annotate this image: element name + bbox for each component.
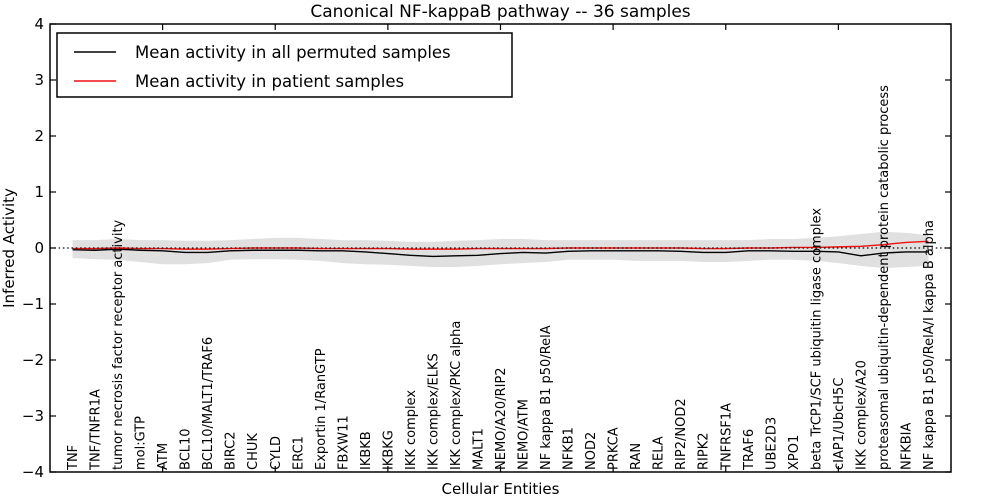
x-tick-label: tumor necrosis factor receptor activity <box>111 219 126 470</box>
y-tick-label: 4 <box>34 15 44 33</box>
y-tick-label: 2 <box>34 127 44 145</box>
x-tick-label: BCL10/MALT1/TRAF6 <box>201 337 216 470</box>
x-tick-label: NFKB1 <box>562 427 577 470</box>
x-tick-label: TNF/TNFR1A <box>89 389 104 471</box>
x-tick-label: IKBKB <box>359 431 374 470</box>
legend-box <box>56 32 513 98</box>
y-tick-label: −3 <box>22 407 44 425</box>
x-tick-label: cIAP1/UbcH5C <box>832 378 847 470</box>
x-tick-label: NF kappa B1 p50/RelA/I kappa B alpha <box>922 220 937 470</box>
x-tick-label: NF kappa B1 p50/RelA <box>539 325 554 470</box>
x-tick-label: IKK complex/ELKS <box>426 353 441 470</box>
x-tick-label: IKK complex <box>404 390 419 470</box>
y-tick-label: −4 <box>22 463 44 481</box>
confidence-band <box>72 231 929 269</box>
x-tick-label: FBXW11 <box>336 415 351 470</box>
legend-item-label: Mean activity in all permuted samples <box>135 43 451 62</box>
x-tick-label: RIP2/NOD2 <box>674 398 689 470</box>
x-tick-label: NEMO/ATM <box>517 399 532 470</box>
x-tick-label: NOD2 <box>584 432 599 470</box>
x-tick-label: RAN <box>629 443 644 470</box>
x-tick-label: Exportin 1/RanGTP <box>314 348 329 470</box>
y-tick-label: 1 <box>34 183 44 201</box>
x-tick-label: TNF <box>66 445 81 471</box>
permuted-mean-line <box>72 248 929 258</box>
x-tick-label: UBE2D3 <box>764 417 779 470</box>
x-tick-label: CYLD <box>269 436 284 470</box>
x-tick-label: TRAF6 <box>742 429 757 471</box>
x-tick-label: NEMO/A20/RIP2 <box>494 367 509 470</box>
y-tick-label: 0 <box>34 239 44 257</box>
x-tick-label: CHUK <box>246 433 261 470</box>
x-tick-label: BCL10 <box>179 428 194 470</box>
x-tick-label: NFKBIA <box>899 423 914 470</box>
x-tick-label: RIPK2 <box>697 432 712 470</box>
y-tick-label: 3 <box>34 71 44 89</box>
legend-item-label: Mean activity in patient samples <box>135 72 404 91</box>
x-tick-label: mol:GTP <box>134 416 149 470</box>
x-tick-label: beta TrCP1/SCF ubiquitin ligase complex <box>809 208 824 470</box>
x-tick-label: IKK complex/A20 <box>854 360 869 470</box>
x-tick-label: PRKCA <box>607 427 622 470</box>
x-tick-label: TNFRSF1A <box>719 403 734 471</box>
x-tick-label: proteasomal ubiquitin-dependent protein … <box>877 85 892 470</box>
x-tick-label: MALT1 <box>471 428 486 470</box>
x-tick-label: IKBKG <box>381 430 396 470</box>
chart-title: Canonical NF-kappaB pathway -- 36 sample… <box>310 2 690 22</box>
x-tick-label: IKK complex/PKC alpha <box>449 321 464 470</box>
x-tick-label: ATM <box>156 443 171 470</box>
y-tick-label: −1 <box>22 295 44 313</box>
y-axis-label: Inferred Activity <box>0 188 18 308</box>
x-axis-label: Cellular Entities <box>442 480 560 498</box>
x-tick-label: RELA <box>652 436 667 470</box>
y-tick-label: −2 <box>22 351 44 369</box>
x-tick-label: ERC1 <box>291 436 306 470</box>
x-tick-label: XPO1 <box>787 435 802 470</box>
x-tick-label: BIRC2 <box>224 432 239 471</box>
